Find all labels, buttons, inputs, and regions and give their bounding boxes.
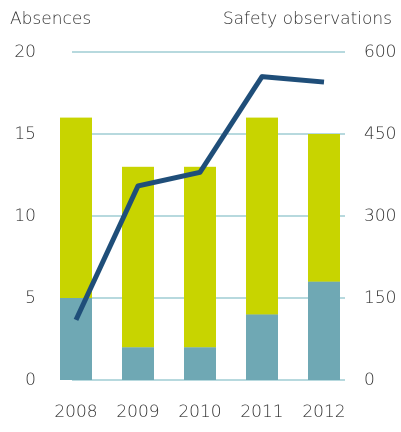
y-tick-label: 10 (14, 206, 36, 226)
x-tick-label: 2009 (116, 402, 159, 422)
line (73, 74, 325, 321)
y2-tick-label: 600 (364, 42, 396, 62)
x-tick-label: 2008 (54, 402, 97, 422)
y-tick-label: 5 (25, 288, 36, 308)
x-tick-label: 2011 (240, 402, 283, 422)
bar-segment (308, 281, 340, 380)
y-tick-label: 15 (14, 124, 36, 144)
bar-segment (122, 166, 154, 348)
bar-segment (246, 314, 278, 380)
y2-tick-label: 0 (364, 370, 375, 390)
bar-segment (60, 117, 92, 298)
bar-segment (122, 347, 154, 380)
bar-segment (246, 117, 278, 315)
bar-segment (184, 347, 216, 380)
y2-tick-label: 300 (364, 206, 396, 226)
y-tick-label: 0 (25, 370, 36, 390)
x-tick-label: 2010 (178, 402, 221, 422)
y2-tick-label: 450 (364, 124, 396, 144)
x-tick-label: 2012 (302, 402, 345, 422)
bar-segment (60, 298, 92, 380)
y2-axis-label: Safety observations (223, 9, 392, 29)
y2-tick-label: 150 (364, 288, 396, 308)
y-tick-label: 20 (14, 42, 36, 62)
bar-segment (308, 134, 340, 282)
y-axis-label: Absences (10, 9, 91, 29)
bar-segment (184, 166, 216, 348)
